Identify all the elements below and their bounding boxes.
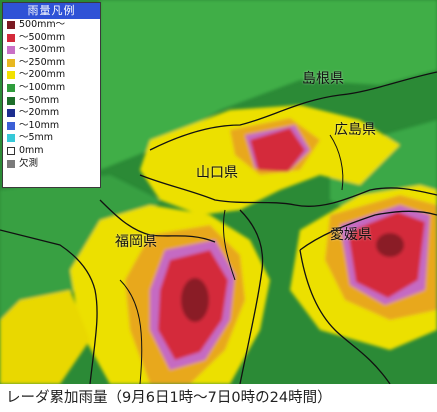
legend-label: 〜300mm xyxy=(19,44,66,56)
legend-item: 〜250mm xyxy=(3,57,100,70)
legend-swatch xyxy=(7,146,15,155)
legend-list: 500mm〜 〜500mm 〜300mm 〜250mm 〜200mm 〜100mm 〜50m… xyxy=(3,19,100,170)
label-fukuoka: 福岡県 xyxy=(115,234,157,250)
legend-swatch xyxy=(7,96,15,105)
legend-title: 雨量凡例 xyxy=(3,3,100,19)
legend-item: 〜500mm xyxy=(3,32,100,45)
legend-label: 〜250mm xyxy=(19,56,66,68)
legend-item: 〜50mm xyxy=(3,95,100,108)
legend-label: 〜200mm xyxy=(19,69,66,81)
legend-swatch xyxy=(7,134,15,143)
legend-item: 〜300mm xyxy=(3,44,100,57)
legend-item: 〜100mm xyxy=(3,82,100,95)
label-hiroshima: 広島県 xyxy=(334,122,376,138)
legend-swatch xyxy=(7,71,15,80)
legend-label: 〜500mm xyxy=(19,31,66,43)
legend-item: 〜5mm xyxy=(3,132,100,145)
rainfall-legend: 雨量凡例 500mm〜 〜500mm 〜300mm 〜250mm 〜200mm 〜100m… xyxy=(2,2,101,188)
legend-label: 〜20mm xyxy=(19,107,60,119)
legend-swatch xyxy=(7,33,15,42)
legend-item: 〜10mm xyxy=(3,120,100,133)
legend-swatch xyxy=(7,21,15,29)
rainfall-map: 島根県 広島県 山口県 福岡県 愛媛県 雨量凡例 500mm〜 〜500mm 〜30… xyxy=(0,0,437,384)
label-shimane: 島根県 xyxy=(302,71,344,87)
legend-item: 〜200mm xyxy=(3,69,100,82)
label-ehime: 愛媛県 xyxy=(330,227,372,243)
legend-swatch xyxy=(7,109,15,118)
legend-label: 〜50mm xyxy=(19,94,60,106)
legend-label: 500mm〜 xyxy=(19,19,66,30)
legend-label: 〜5mm xyxy=(19,132,54,144)
map-caption: レーダ累加雨量（9月6日1時〜7日0時の24時間） xyxy=(6,390,332,406)
legend-swatch xyxy=(7,46,15,55)
legend-swatch xyxy=(7,121,15,130)
legend-swatch xyxy=(7,159,15,168)
legend-swatch xyxy=(7,58,15,67)
legend-label: 〜10mm xyxy=(19,119,60,131)
legend-label: 〜100mm xyxy=(19,81,66,93)
legend-item: 0mm xyxy=(3,145,100,158)
legend-item: 欠測 xyxy=(3,158,100,171)
legend-label: 欠測 xyxy=(19,157,39,169)
legend-item: 500mm〜 xyxy=(3,19,100,32)
legend-swatch xyxy=(7,83,15,92)
label-yamaguchi: 山口県 xyxy=(196,165,238,181)
legend-label: 0mm xyxy=(19,144,44,156)
legend-item: 〜20mm xyxy=(3,107,100,120)
radar-rainfall-image xyxy=(0,0,437,384)
